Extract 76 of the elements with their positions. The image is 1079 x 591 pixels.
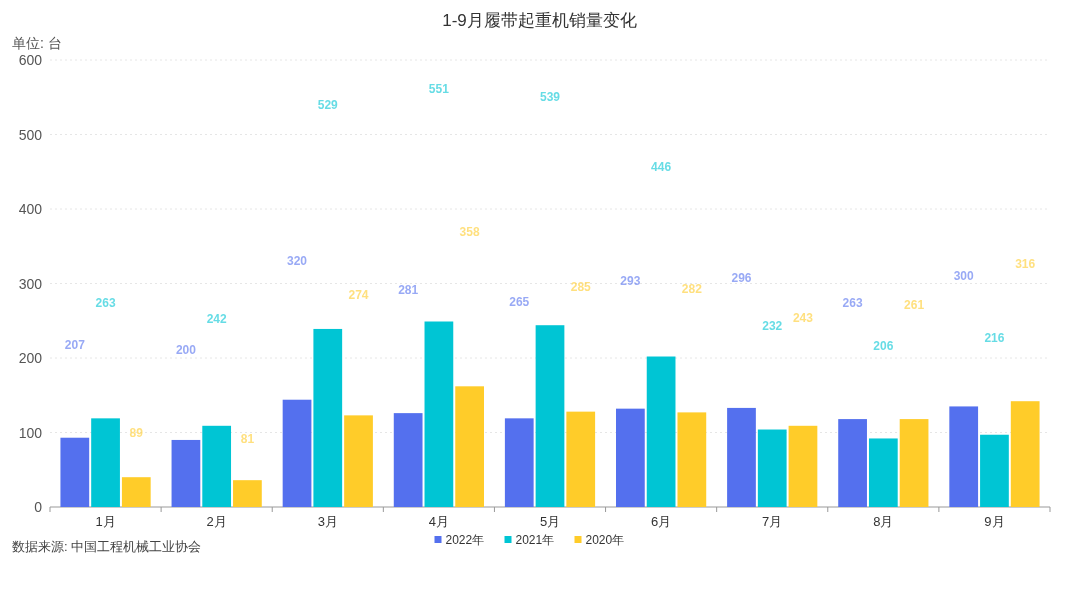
bar: [899, 419, 929, 507]
bar: [504, 418, 534, 507]
annotation: 282: [681, 281, 703, 296]
bar: [868, 438, 898, 507]
annotation: 81: [240, 431, 255, 446]
bar: [646, 356, 676, 507]
annotation: 200: [175, 343, 197, 357]
legend-label: 2021年: [515, 533, 555, 547]
bar: [677, 412, 707, 507]
legend-label: 2020年: [585, 533, 625, 547]
bar: [838, 419, 867, 507]
annotation: 551: [428, 81, 450, 96]
x-tick-label: 5月: [539, 514, 561, 529]
y-tick-label: 0: [34, 499, 43, 515]
bar: [121, 477, 151, 507]
bar: [393, 413, 423, 507]
y-tick-label: 400: [18, 201, 43, 217]
y-tick-label: 200: [18, 350, 43, 366]
annotation: 281: [398, 282, 419, 297]
source-note: 数据来源: 中国工程机械工业协会: [12, 539, 202, 554]
annotation: 293: [620, 273, 641, 288]
bar: [424, 321, 454, 507]
bar: [727, 407, 756, 507]
annotation: 242: [206, 311, 227, 326]
annotation: 316: [1015, 256, 1036, 271]
annotation: 263: [842, 296, 863, 311]
annotation: 300: [953, 268, 975, 283]
bar: [455, 386, 484, 507]
annotation: 296: [731, 271, 752, 286]
x-tick-label: 2月: [206, 514, 227, 529]
bar: [980, 434, 1009, 507]
annotation: 207: [64, 337, 86, 352]
x-tick-label: 7月: [762, 514, 783, 529]
x-tick-label: 3月: [317, 514, 338, 529]
bar: [616, 408, 645, 507]
y-axis-title: 单位: 台: [12, 35, 62, 51]
chart-title: 1-9月履带起重机销量变化: [442, 11, 637, 30]
bar: [949, 406, 979, 507]
annotation: 263: [95, 296, 116, 311]
annotation: 89: [129, 425, 144, 440]
bar: [91, 418, 120, 507]
annotation: 320: [287, 253, 308, 268]
bar: [535, 325, 565, 507]
annotation: 358: [459, 225, 480, 240]
annotation: 206: [873, 338, 894, 353]
y-tick-label: 100: [18, 424, 43, 441]
bar: [282, 399, 312, 507]
bar: [313, 328, 343, 507]
annotation: 261: [904, 297, 925, 312]
y-tick-label: 600: [18, 52, 43, 68]
bar: [566, 411, 596, 507]
x-tick-label: 4月: [428, 514, 450, 529]
bar: [1010, 401, 1040, 507]
annotation: 529: [317, 97, 339, 112]
annotation: 285: [570, 279, 592, 294]
annotation: 243: [792, 310, 814, 325]
bar: [788, 425, 818, 507]
x-tick-label: 6月: [650, 514, 672, 529]
annotation: 446: [651, 159, 672, 174]
bar: [344, 415, 373, 507]
annotation: 232: [762, 319, 783, 334]
annotation: 539: [539, 90, 561, 105]
legend-label: 2022年: [445, 533, 485, 547]
bar: [60, 437, 90, 507]
y-tick-label: 300: [18, 275, 43, 292]
annotation: 274: [348, 287, 369, 302]
bar: [202, 425, 232, 507]
annotation: 265: [509, 294, 530, 309]
bar: [171, 439, 201, 507]
x-tick-label: 8月: [873, 514, 894, 529]
y-tick-label: 500: [18, 126, 43, 143]
annotation: 216: [984, 331, 1005, 346]
bar: [757, 429, 787, 507]
x-tick-label: 9月: [984, 514, 1005, 529]
x-tick-label: 1月: [95, 514, 116, 529]
bar: [233, 480, 262, 507]
